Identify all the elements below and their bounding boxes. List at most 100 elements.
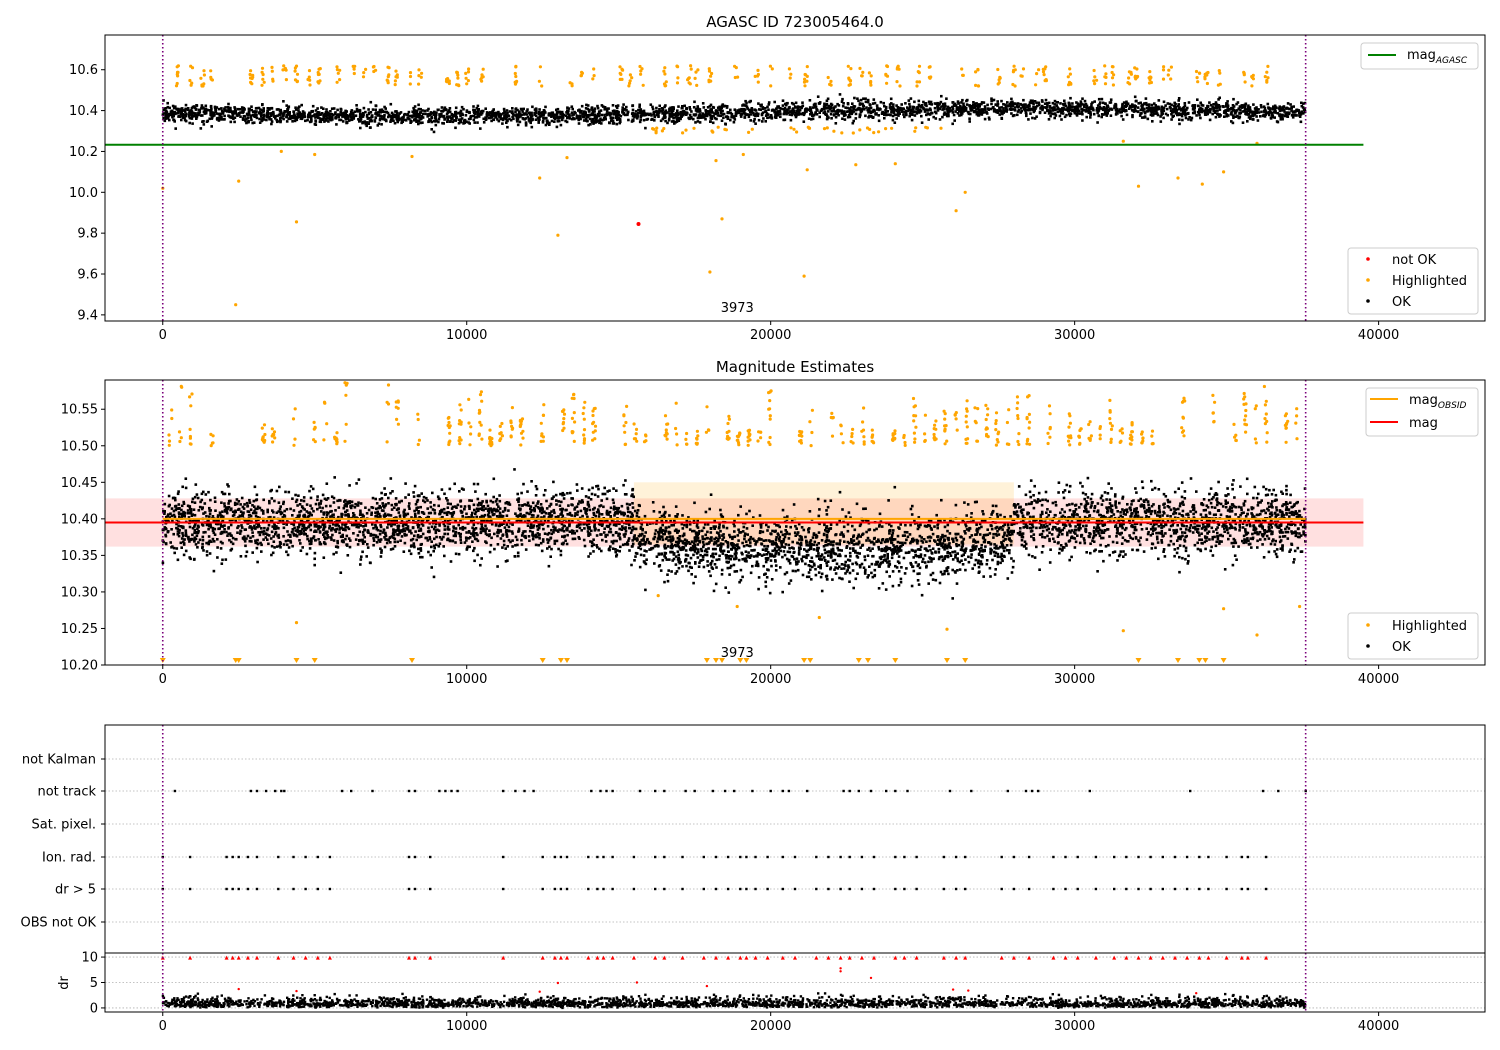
ok-point [1170, 103, 1173, 107]
ok-point [823, 499, 827, 503]
ok-point [1122, 101, 1126, 104]
ok-point [460, 117, 464, 120]
ok-point [1295, 515, 1299, 519]
ok-point [983, 518, 987, 522]
ok-point [452, 119, 456, 122]
ok-point [275, 108, 279, 111]
ok-point [866, 536, 870, 540]
ok-point [969, 556, 973, 559]
ok-point [163, 107, 167, 110]
ok-point [615, 539, 618, 543]
highlighted-point [795, 130, 799, 134]
ok-point [1252, 515, 1256, 518]
ok-point [631, 104, 635, 107]
highlighted-point [1069, 82, 1073, 86]
ok-point [936, 105, 939, 108]
ok-point [255, 116, 259, 120]
ok-point [343, 115, 347, 118]
ok-point [512, 117, 515, 121]
highlighted-point [689, 64, 693, 68]
highlighted-point [386, 65, 390, 69]
ok-point [1259, 115, 1262, 118]
ok-point [375, 111, 378, 114]
ok-point [442, 122, 445, 125]
ok-point [1011, 104, 1015, 108]
ok-point [319, 499, 323, 503]
highlighted-point [928, 65, 932, 69]
ok-point [1089, 110, 1092, 114]
ok-point [417, 526, 420, 529]
ok-point [916, 527, 920, 531]
ok-point [344, 514, 347, 517]
ok-point [670, 109, 674, 112]
ok-point [888, 532, 891, 535]
ok-point [722, 525, 725, 529]
ok-point [927, 100, 931, 104]
ok-point [898, 106, 902, 110]
ok-point [922, 538, 926, 541]
ok-point [917, 110, 921, 114]
ok-point [434, 113, 438, 116]
ok-point [199, 127, 203, 130]
highlighted-point [351, 64, 355, 68]
ok-point [883, 116, 886, 120]
ok-point [603, 108, 606, 111]
ok-point [1264, 109, 1267, 112]
ok-point [412, 106, 415, 110]
ok-point [829, 102, 833, 106]
highlighted-point [361, 75, 366, 79]
ok-point [823, 102, 826, 106]
ok-point [844, 560, 847, 564]
ok-point [1157, 524, 1161, 528]
ok-point [854, 551, 857, 554]
ok-point [1226, 104, 1230, 107]
ok-point [865, 530, 868, 534]
ok-point [586, 115, 590, 119]
ok-point [256, 516, 260, 519]
ok-point [1070, 108, 1074, 112]
ok-point [239, 555, 243, 558]
ok-point [813, 540, 817, 544]
ok-point [1110, 108, 1114, 111]
ok-point [683, 523, 686, 527]
ok-point [1000, 99, 1003, 103]
ok-point [506, 125, 509, 129]
ok-point [379, 114, 382, 118]
ok-point [1077, 103, 1081, 106]
highlighted-point [789, 126, 793, 130]
ok-point [799, 541, 803, 545]
ok-point [302, 115, 306, 119]
ok-point [555, 108, 558, 112]
ok-point [187, 516, 191, 519]
ok-point [964, 568, 967, 572]
ok-point [1059, 102, 1062, 105]
ok-point [235, 498, 239, 501]
ok-point [253, 113, 257, 116]
highlighted-point [792, 127, 796, 131]
ok-point [318, 111, 321, 114]
ok-point [1048, 106, 1052, 109]
ok-point [716, 111, 719, 115]
ok-point [737, 111, 741, 114]
ok-point [658, 104, 661, 108]
ok-point [310, 117, 313, 121]
ok-point [296, 114, 300, 117]
ok-point [1116, 510, 1119, 513]
ok-point [892, 111, 896, 115]
ok-point [1183, 104, 1187, 108]
ok-point [613, 111, 617, 114]
ok-point [397, 511, 401, 514]
ok-point [177, 511, 181, 514]
ok-point [858, 113, 862, 116]
highlighted-point [335, 65, 339, 69]
ok-point [505, 121, 508, 124]
ok-point [470, 499, 473, 502]
ok-point [479, 527, 483, 531]
ok-point [1303, 107, 1306, 110]
highlighted-point [538, 176, 542, 180]
ok-point [818, 115, 821, 119]
ok-point [631, 108, 635, 112]
ok-point [1097, 114, 1101, 118]
ok-point [1009, 101, 1013, 104]
ok-point [403, 113, 406, 117]
